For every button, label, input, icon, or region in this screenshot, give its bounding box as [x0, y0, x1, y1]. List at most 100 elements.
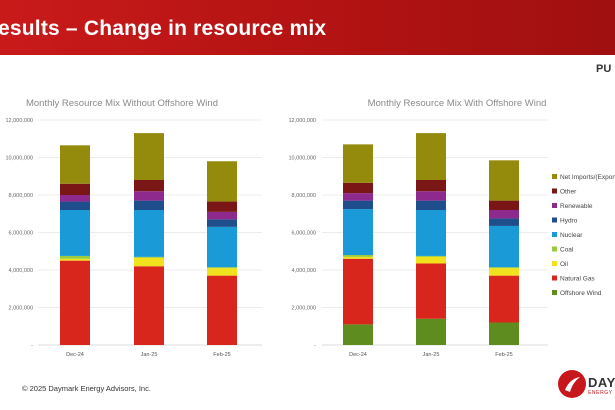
- bar-segment: [60, 260, 90, 345]
- x-tick-label: Dec-24: [66, 352, 84, 358]
- bar-segment: [207, 226, 237, 268]
- legend-swatch: [552, 275, 557, 281]
- bar-segment: [489, 268, 519, 276]
- legend-swatch: [552, 232, 557, 237]
- x-tick-label: Dec-24: [349, 352, 367, 358]
- bar-segment: [489, 322, 519, 345]
- chart-title-1: Monthly Resource Mix Without Offshore Wi…: [26, 98, 218, 109]
- legend-swatch: [552, 290, 557, 295]
- y-tick-label: 6,000,000: [9, 231, 33, 237]
- bar-segment: [60, 255, 90, 259]
- bar-segment: [207, 267, 237, 269]
- bar-segment: [343, 255, 373, 257]
- legend-swatch: [552, 261, 557, 266]
- bar-segment: [416, 255, 446, 257]
- legend-entry: Other: [560, 189, 577, 196]
- bar-segment: [416, 318, 446, 345]
- bar-segment: [134, 210, 164, 257]
- slide-title: esults – Change in resource mix: [0, 17, 327, 40]
- bar-segment: [343, 200, 373, 210]
- bar-segment: [134, 266, 164, 345]
- y-tick-label: 8,000,000: [292, 193, 316, 199]
- y-tick-label: 10,000,000: [288, 156, 316, 162]
- bar-segment: [60, 258, 90, 261]
- legend-entry: Nuclear: [560, 232, 583, 239]
- bar-segment: [207, 275, 237, 345]
- y-tick-label: 4,000,000: [9, 268, 33, 274]
- bar-segment: [489, 200, 519, 210]
- legend-swatch: [552, 203, 557, 208]
- bar-segment: [489, 267, 519, 269]
- bar-segment: [207, 201, 237, 212]
- bar-segment: [343, 209, 373, 255]
- legend-entry: Hydro: [560, 218, 578, 225]
- y-tick-label: -: [31, 343, 33, 349]
- legend-entry: Natural Gas: [560, 276, 595, 283]
- bar-segment: [60, 210, 90, 256]
- bar-segment: [343, 258, 373, 325]
- bar-segment: [134, 133, 164, 180]
- bar-segment: [416, 133, 446, 180]
- legend-swatch: [552, 188, 557, 194]
- classification-tag: PU: [596, 63, 612, 75]
- bar-segment: [60, 195, 90, 202]
- bar-segment: [60, 183, 90, 195]
- bar-segment: [416, 200, 446, 210]
- bar-segment: [207, 219, 237, 227]
- company-logo: DAY ENERGY: [556, 368, 615, 400]
- bar-segment: [416, 263, 446, 319]
- x-tick-label: Jan-25: [423, 352, 440, 358]
- bar-segment: [134, 191, 164, 201]
- bar-segment: [60, 145, 90, 184]
- x-tick-label: Feb-25: [213, 352, 230, 358]
- bar-segment: [416, 256, 446, 264]
- y-tick-label: 12,000,000: [288, 118, 316, 124]
- bar-segment: [134, 256, 164, 258]
- legend-entry: Net Imports/(Exports): [560, 174, 615, 181]
- bar-segment: [416, 210, 446, 256]
- y-tick-label: 6,000,000: [292, 231, 316, 237]
- logo-mark-icon: [558, 370, 586, 398]
- bar-segment: [416, 180, 446, 192]
- y-tick-label: 8,000,000: [9, 193, 33, 199]
- bar-segment: [489, 225, 519, 268]
- y-tick-label: 2,000,000: [292, 306, 316, 312]
- x-tick-label: Jan-25: [141, 352, 158, 358]
- y-tick-label: 4,000,000: [292, 268, 316, 274]
- y-tick-label: -: [314, 343, 316, 349]
- bar-segment: [134, 180, 164, 192]
- x-tick-label: Feb-25: [495, 352, 512, 358]
- bar-segment: [343, 324, 373, 345]
- y-tick-label: 10,000,000: [5, 156, 33, 162]
- legend-entry: Renewable: [560, 203, 593, 210]
- bar-segment: [489, 275, 519, 323]
- y-tick-label: 12,000,000: [5, 118, 33, 124]
- logo-text: DAY: [588, 375, 615, 390]
- legend-entry: Offshore Wind: [560, 290, 602, 297]
- bar-segment: [489, 210, 519, 219]
- bar-segment: [134, 200, 164, 210]
- bar-segment: [489, 218, 519, 226]
- legend-swatch: [552, 246, 557, 252]
- legend-swatch: [552, 174, 557, 179]
- bar-segment: [343, 256, 373, 259]
- legend-entry: Oil: [560, 261, 569, 268]
- bar-segment: [60, 201, 90, 210]
- bar-segment: [489, 160, 519, 201]
- logo-subtext: ENERGY: [588, 390, 613, 396]
- bar-segment: [343, 144, 373, 183]
- legend-entry: Coal: [560, 247, 574, 254]
- bar-segment: [416, 191, 446, 201]
- bar-segment: [207, 268, 237, 276]
- bar-segment: [207, 211, 237, 220]
- y-tick-label: 2,000,000: [9, 306, 33, 312]
- bar-segment: [134, 257, 164, 267]
- bar-segment: [207, 161, 237, 202]
- legend-swatch: [552, 217, 557, 223]
- footer-copyright: © 2025 Daymark Energy Advisors, Inc.: [22, 384, 151, 393]
- bar-segment: [343, 193, 373, 201]
- title-banner: esults – Change in resource mix: [0, 0, 615, 55]
- bar-segment: [343, 182, 373, 194]
- chart-title-2: Monthly Resource Mix With Offshore Wind: [368, 98, 547, 109]
